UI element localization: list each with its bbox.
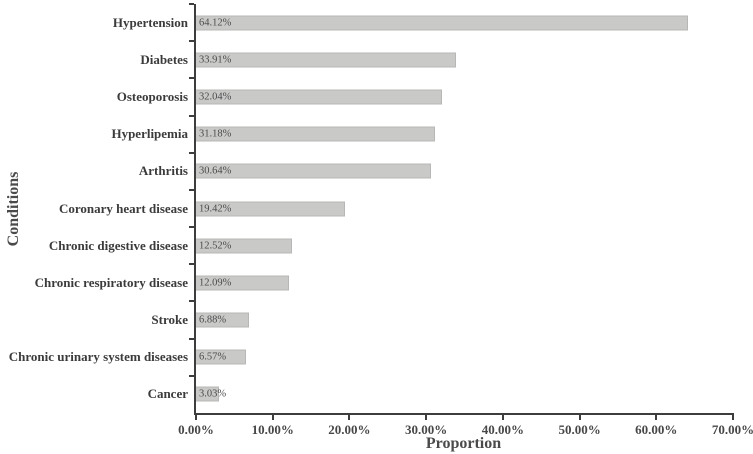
x-axis-title: Proportion (425, 435, 502, 452)
y-tick (189, 300, 194, 303)
x-tick-label: 0.00% (178, 422, 214, 437)
bar: 6.57% (196, 349, 247, 365)
x-tick-label: 20.00% (328, 422, 371, 437)
bar: 30.64% (196, 163, 432, 179)
category-label: Stroke (151, 312, 188, 328)
category-label: Arthritis (138, 163, 188, 179)
category-label: Chronic urinary system diseases (8, 349, 188, 365)
bar: 32.04% (196, 89, 442, 105)
bar: 19.42% (196, 201, 345, 217)
x-tick (195, 413, 197, 420)
bar: 12.09% (196, 275, 289, 291)
x-tick (348, 413, 351, 420)
y-axis-category-labels: Hypertension Diabetes Osteoporosis Hyperlip… (0, 4, 188, 413)
x-tick (732, 413, 734, 420)
bar-row: 12.52% (196, 227, 733, 264)
y-tick (189, 151, 194, 154)
y-tick (189, 114, 194, 117)
bar-value-label: 12.09% (199, 277, 232, 289)
x-tick (271, 413, 274, 420)
bar: 6.88% (196, 312, 249, 328)
bar: 31.18% (196, 126, 436, 142)
category-label: Diabetes (140, 51, 188, 67)
y-tick (189, 226, 194, 229)
bar: 64.12% (196, 15, 688, 31)
x-tick-label: 70.00% (711, 422, 753, 437)
bar-value-label: 19.42% (199, 203, 232, 215)
x-tick-label: 50.00% (558, 422, 601, 437)
bar-row: 3.03% (196, 376, 733, 413)
bar-value-label: 31.18% (199, 128, 232, 140)
bar-row: 12.09% (196, 264, 733, 301)
category-label: Hyperlipemia (111, 126, 188, 142)
bar-row: 6.57% (196, 339, 733, 376)
bar-value-label: 6.57% (199, 351, 227, 363)
bar-value-label: 30.64% (199, 165, 232, 177)
category-label: Coronary heart disease (58, 200, 188, 216)
bar-row: 32.04% (196, 78, 733, 115)
x-tick-label: 10.00% (251, 422, 294, 437)
bar-value-label: 3.03% (199, 388, 227, 400)
bar-row: 30.64% (196, 153, 733, 190)
bar-value-label: 33.91% (199, 54, 232, 66)
x-tick-label: 60.00% (635, 422, 678, 437)
category-label: Chronic digestive disease (48, 237, 188, 253)
y-tick (189, 77, 194, 80)
bar-row: 31.18% (196, 116, 733, 153)
bar-row: 6.88% (196, 302, 733, 339)
plot-area: 64.12% 33.91% 32.04% 31.18% 30.64% 19.42% 12.5… (178, 3, 753, 437)
y-tick (189, 3, 194, 5)
y-tick (189, 337, 194, 340)
category-label: Chronic respiratory disease (34, 274, 188, 290)
bar-row: 33.91% (196, 41, 733, 78)
x-tick (655, 413, 658, 420)
bar-value-label: 6.88% (199, 314, 227, 326)
bar-row: 64.12% (196, 4, 733, 41)
bar: 12.52% (196, 238, 293, 254)
bar: 3.03% (196, 386, 226, 402)
x-tick-label: 40.00% (481, 422, 524, 437)
bar: 33.91% (196, 52, 457, 68)
x-tick (578, 413, 581, 420)
category-label: Cancer (147, 386, 188, 402)
y-tick (189, 263, 194, 266)
y-tick (189, 374, 194, 377)
bars-layer: 64.12% 33.91% 32.04% 31.18% 30.64% 19.42% 12.5… (196, 4, 733, 413)
bar-value-label: 12.52% (199, 240, 232, 252)
category-label: Hypertension (112, 14, 188, 30)
bar-value-label: 32.04% (199, 91, 232, 103)
y-tick (189, 188, 194, 191)
x-tick (425, 413, 428, 420)
y-tick (189, 40, 194, 43)
bar-value-label: 64.12% (199, 17, 232, 29)
category-label: Osteoporosis (116, 88, 188, 104)
x-tick-label: 30.00% (405, 422, 448, 437)
x-tick (501, 413, 504, 420)
bar-row: 19.42% (196, 190, 733, 227)
